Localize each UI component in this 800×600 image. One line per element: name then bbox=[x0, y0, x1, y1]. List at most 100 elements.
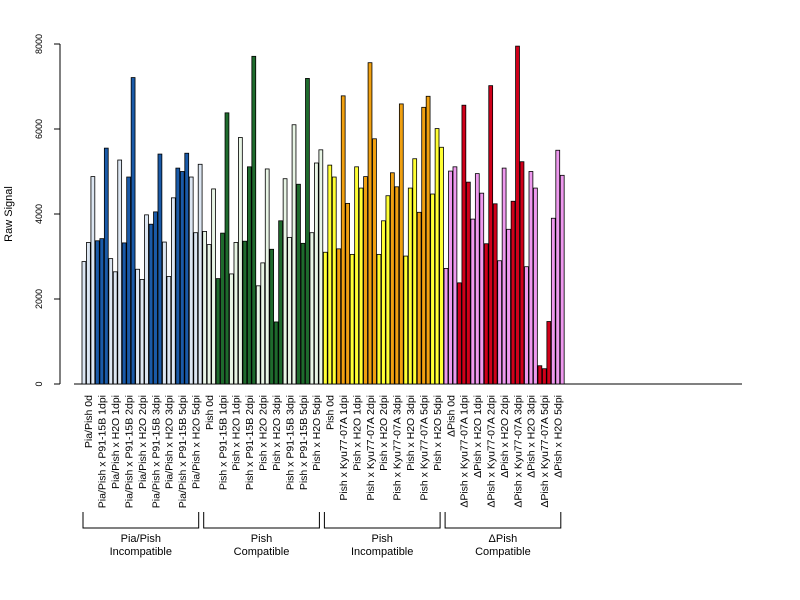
bar bbox=[537, 365, 543, 385]
bar bbox=[461, 104, 467, 385]
bar bbox=[296, 183, 301, 385]
bar bbox=[515, 45, 520, 385]
bar bbox=[144, 214, 149, 385]
bar bbox=[81, 261, 87, 385]
x-tick-label: ΔPish x Kyu77-07A 1dpi bbox=[459, 395, 471, 508]
bar bbox=[519, 161, 525, 385]
bar bbox=[260, 262, 266, 385]
bar bbox=[197, 163, 203, 385]
bar bbox=[340, 95, 346, 385]
bar bbox=[126, 176, 131, 385]
x-tick-label: Pish x H2O 5dpi bbox=[311, 395, 323, 471]
bar bbox=[466, 181, 471, 385]
x-tick-label: Pia/Pish x P91-15B 3dpi bbox=[150, 395, 162, 508]
bar bbox=[546, 321, 552, 385]
x-tick-label: Pia/Pish x H2O 2dpi bbox=[137, 395, 149, 489]
bar bbox=[202, 231, 207, 385]
bar bbox=[238, 137, 243, 385]
bar bbox=[273, 321, 279, 385]
bar bbox=[242, 240, 248, 385]
x-tick-label: Pish x P91-15B 2dpi bbox=[244, 395, 256, 490]
x-tick-label: Pia/Pish x P91-15B 1dpi bbox=[97, 395, 109, 508]
bar bbox=[255, 285, 261, 385]
bar bbox=[135, 268, 140, 385]
bar bbox=[425, 95, 431, 385]
bar bbox=[251, 55, 257, 385]
bar bbox=[157, 153, 163, 385]
bar bbox=[99, 238, 105, 385]
bar bbox=[175, 167, 181, 385]
y-tick-label: 2000 bbox=[34, 289, 44, 309]
bar bbox=[550, 217, 556, 385]
bar bbox=[282, 178, 288, 385]
group-label-line1: Pia/Pish bbox=[121, 533, 161, 545]
bar bbox=[220, 232, 225, 385]
group-label-line1: Pish bbox=[371, 533, 392, 545]
bar bbox=[179, 171, 185, 385]
x-tick-label: ΔPish x Kyu77-07A 2dpi bbox=[486, 395, 498, 508]
x-tick-label: Pia/Pish x H2O 3dpi bbox=[164, 395, 176, 489]
group-brackets: Pia/PishIncompatiblePishCompatiblePishIn… bbox=[82, 512, 562, 558]
bar bbox=[367, 62, 373, 385]
y-axis-title: Raw Signal bbox=[3, 186, 15, 242]
group-label-line1: ΔPish bbox=[489, 533, 518, 545]
bar bbox=[318, 149, 324, 385]
bar bbox=[166, 276, 172, 385]
x-tick-label: Pish x Kyu77-07A 3dpi bbox=[392, 395, 404, 501]
x-tick-label: ΔPish x Kyu77-07A 3dpi bbox=[512, 395, 524, 508]
bar bbox=[403, 255, 409, 385]
bar bbox=[229, 273, 234, 385]
group-label-line2: Compatible bbox=[475, 546, 531, 558]
bar bbox=[121, 242, 127, 385]
group-bracket bbox=[444, 512, 562, 529]
x-tick-label: Pish x Kyu77-07A 1dpi bbox=[338, 395, 350, 501]
bar bbox=[314, 162, 319, 385]
bar bbox=[542, 368, 547, 385]
bar bbox=[90, 176, 96, 385]
bar bbox=[170, 197, 176, 385]
bar bbox=[528, 171, 534, 385]
group-bracket bbox=[323, 512, 441, 529]
bar bbox=[291, 124, 297, 385]
x-tick-label: Pish x H2O 1dpi bbox=[351, 395, 363, 471]
bar bbox=[130, 77, 136, 385]
bar bbox=[215, 278, 221, 385]
bar bbox=[153, 211, 158, 385]
bar bbox=[86, 242, 91, 385]
bar bbox=[264, 168, 270, 385]
bars bbox=[81, 45, 565, 385]
x-tick-label: Pia/Pish x H2O 1dpi bbox=[110, 395, 122, 489]
bar bbox=[322, 251, 328, 385]
bar bbox=[492, 203, 498, 385]
bar bbox=[309, 232, 315, 385]
bar bbox=[246, 166, 252, 385]
x-tick-label: ΔPish x H2O 5dpi bbox=[553, 395, 565, 478]
x-tick-label: Pish x H2O 5dpi bbox=[432, 395, 444, 471]
bar bbox=[95, 240, 100, 385]
bar bbox=[108, 258, 114, 385]
x-tick-label: Pish x H2O 3dpi bbox=[271, 395, 283, 471]
bar bbox=[452, 166, 458, 385]
x-tick-label: ΔPish x H2O 3dpi bbox=[526, 395, 538, 478]
x-tick-label: Pia/Pish 0d bbox=[83, 395, 95, 448]
y-tick-label: 8000 bbox=[34, 34, 44, 54]
bar bbox=[224, 112, 230, 385]
bar bbox=[193, 232, 199, 385]
bar bbox=[412, 158, 418, 385]
bar bbox=[483, 243, 489, 385]
y-tick-label: 4000 bbox=[34, 204, 44, 224]
group-label-line2: Compatible bbox=[234, 546, 290, 558]
bar bbox=[457, 282, 462, 385]
bar bbox=[381, 220, 386, 385]
bar bbox=[117, 159, 123, 385]
bar bbox=[376, 253, 382, 385]
x-tick-label: Pia/Pish x P91-15B 2dpi bbox=[123, 395, 135, 508]
x-tick-label: Pish x H2O 2dpi bbox=[378, 395, 390, 471]
bar bbox=[162, 241, 167, 385]
bar bbox=[394, 186, 400, 385]
x-tick-label: Pish x Kyu77-07A 2dpi bbox=[365, 395, 377, 501]
bar bbox=[372, 138, 377, 385]
bar bbox=[470, 218, 476, 385]
bar bbox=[103, 147, 109, 385]
